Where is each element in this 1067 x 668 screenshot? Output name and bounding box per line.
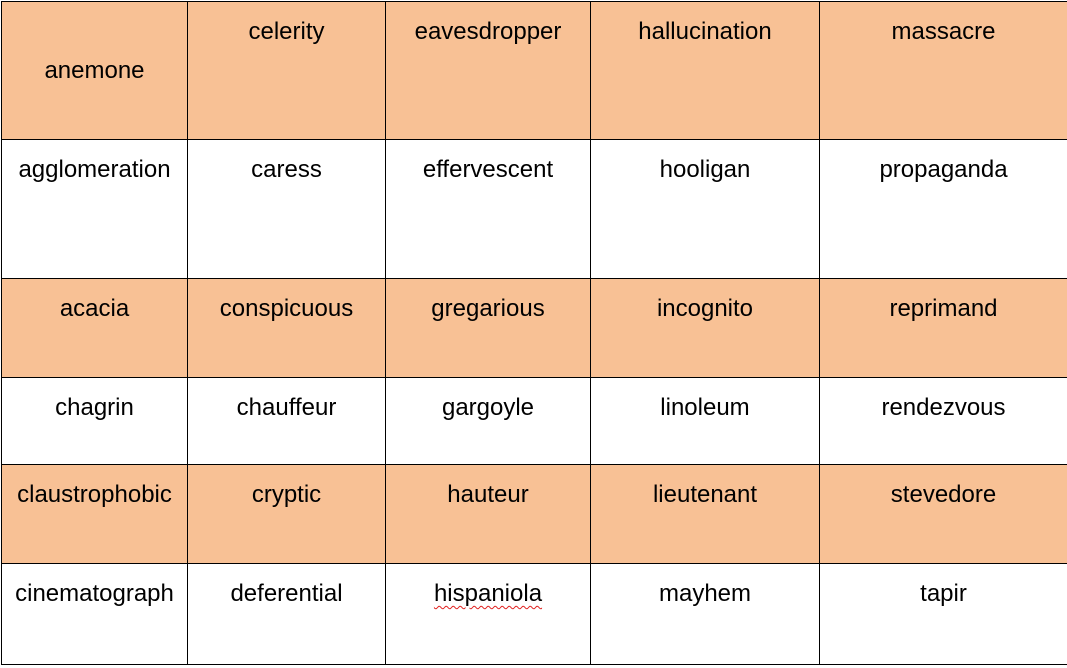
table-row: agglomeration caress effervescent hoolig… <box>2 140 1067 279</box>
table-cell: eavesdropper <box>386 2 591 140</box>
table-cell: hispaniola <box>386 564 591 665</box>
table-row: claustrophobic cryptic hauteur lieutenan… <box>2 465 1067 564</box>
table-cell: lieutenant <box>591 465 820 564</box>
table-cell: agglomeration <box>2 140 188 279</box>
table-row: anemone celerity eavesdropper hallucinat… <box>2 2 1067 140</box>
table-cell: conspicuous <box>188 279 386 378</box>
table-cell: hooligan <box>591 140 820 279</box>
table-cell: acacia <box>2 279 188 378</box>
table-cell: incognito <box>591 279 820 378</box>
table-row: cinematograph deferential hispaniola may… <box>2 564 1067 665</box>
table-cell: linoleum <box>591 378 820 465</box>
misspelled-word[interactable]: hispaniola <box>434 580 542 607</box>
table-cell: hauteur <box>386 465 591 564</box>
table-cell: caress <box>188 140 386 279</box>
table-cell: mayhem <box>591 564 820 665</box>
table-cell: claustrophobic <box>2 465 188 564</box>
table-cell: tapir <box>820 564 1067 665</box>
table-cell: effervescent <box>386 140 591 279</box>
table-cell: cryptic <box>188 465 386 564</box>
table-cell: propaganda <box>820 140 1067 279</box>
table-cell: chagrin <box>2 378 188 465</box>
table-cell: gregarious <box>386 279 591 378</box>
table-cell: celerity <box>188 2 386 140</box>
table-cell: stevedore <box>820 465 1067 564</box>
table-cell: deferential <box>188 564 386 665</box>
table-row: acacia conspicuous gregarious incognito … <box>2 279 1067 378</box>
table-cell: massacre <box>820 2 1067 140</box>
table-cell: chauffeur <box>188 378 386 465</box>
table-row: chagrin chauffeur gargoyle linoleum rend… <box>2 378 1067 465</box>
table-cell: anemone <box>2 2 188 140</box>
table-cell: hallucination <box>591 2 820 140</box>
table-cell: cinematograph <box>2 564 188 665</box>
table-cell: gargoyle <box>386 378 591 465</box>
table-cell: reprimand <box>820 279 1067 378</box>
table-cell: rendezvous <box>820 378 1067 465</box>
